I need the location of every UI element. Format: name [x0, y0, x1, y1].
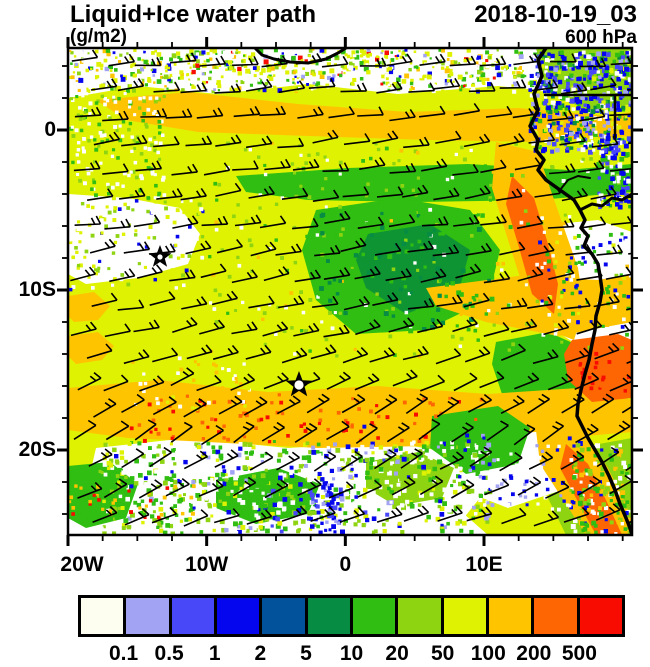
colorbar-cell-6 — [352, 598, 399, 634]
x-axis-label-10E: 10E — [465, 553, 503, 576]
colorbar-level-5: 5 — [300, 642, 312, 665]
colorbar-level-50: 50 — [430, 642, 455, 665]
plot-units-label: (g/m2) — [70, 26, 127, 47]
colorbar-cell-7 — [398, 598, 444, 634]
colorbar-level-200: 200 — [516, 642, 552, 665]
colorbar-cell-5 — [307, 598, 353, 634]
map-plot-area — [68, 48, 632, 535]
colorbar-cell-2 — [171, 598, 217, 634]
y-axis-label-0: 0 — [44, 118, 56, 141]
colorbar-level-20: 20 — [385, 642, 409, 665]
colorbar-cell-3 — [216, 598, 263, 634]
colorbar-level-100: 100 — [470, 642, 506, 665]
x-axis-label-10W: 10W — [185, 553, 229, 576]
plot-pressure-level: 600 hPa — [565, 27, 637, 48]
colorbar-level-10: 10 — [339, 642, 364, 665]
y-axis-label-10S: 10S — [18, 278, 56, 301]
colorbar-level-500: 500 — [561, 642, 597, 665]
y-axis-label-20S: 20S — [18, 438, 56, 461]
colorbar-cell-10 — [534, 598, 580, 634]
colorbar-level-1: 1 — [208, 642, 221, 665]
colorbar-level-2: 2 — [254, 642, 267, 665]
plot-datetime: 2018-10-19_03 — [474, 1, 637, 28]
x-axis-label-20W: 20W — [60, 553, 104, 576]
colorbar-cell-1 — [126, 598, 172, 634]
x-axis-label-0: 0 — [339, 553, 352, 576]
colorbar-level-0.5: 0.5 — [154, 642, 184, 665]
colorbar — [78, 595, 625, 637]
colorbar-cell-9 — [488, 598, 535, 634]
colorbar-cell-4 — [262, 598, 308, 634]
colorbar-level-0.1: 0.1 — [108, 642, 139, 665]
colorbar-cell-11 — [579, 598, 622, 634]
colorbar-cell-8 — [443, 598, 489, 634]
plot-title: Liquid+Ice water path — [70, 1, 317, 28]
colorbar-cell-0 — [81, 598, 127, 634]
